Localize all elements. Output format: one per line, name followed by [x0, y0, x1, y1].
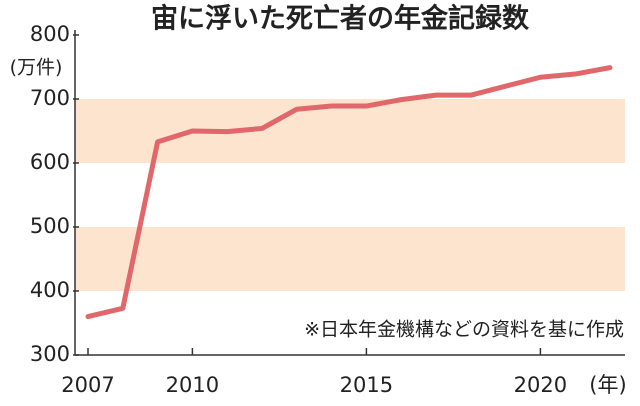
- y-unit: (万件): [10, 57, 63, 79]
- y-tick-label: 400: [30, 278, 70, 302]
- y-tick-label: 600: [30, 150, 70, 174]
- band: [75, 99, 625, 163]
- y-tick-label: 500: [30, 214, 70, 238]
- data-line: [85, 65, 613, 320]
- x-unit: (年): [589, 373, 626, 397]
- x-tick-label: 2020: [514, 373, 567, 397]
- chart-title: 宙に浮いた死亡者の年金記録数: [151, 3, 530, 35]
- x-tick-label: 2007: [61, 373, 114, 397]
- y-tick-label: 300: [30, 342, 70, 366]
- bands: [75, 99, 625, 291]
- x-tick-label: 2015: [340, 373, 393, 397]
- y-tick-label: 700: [30, 86, 70, 110]
- note: ※日本年金機構などの資料を基に作成: [304, 319, 624, 341]
- y-tick-label: 800: [30, 22, 70, 46]
- x-tick-label: 2010: [166, 373, 219, 397]
- band: [75, 227, 625, 291]
